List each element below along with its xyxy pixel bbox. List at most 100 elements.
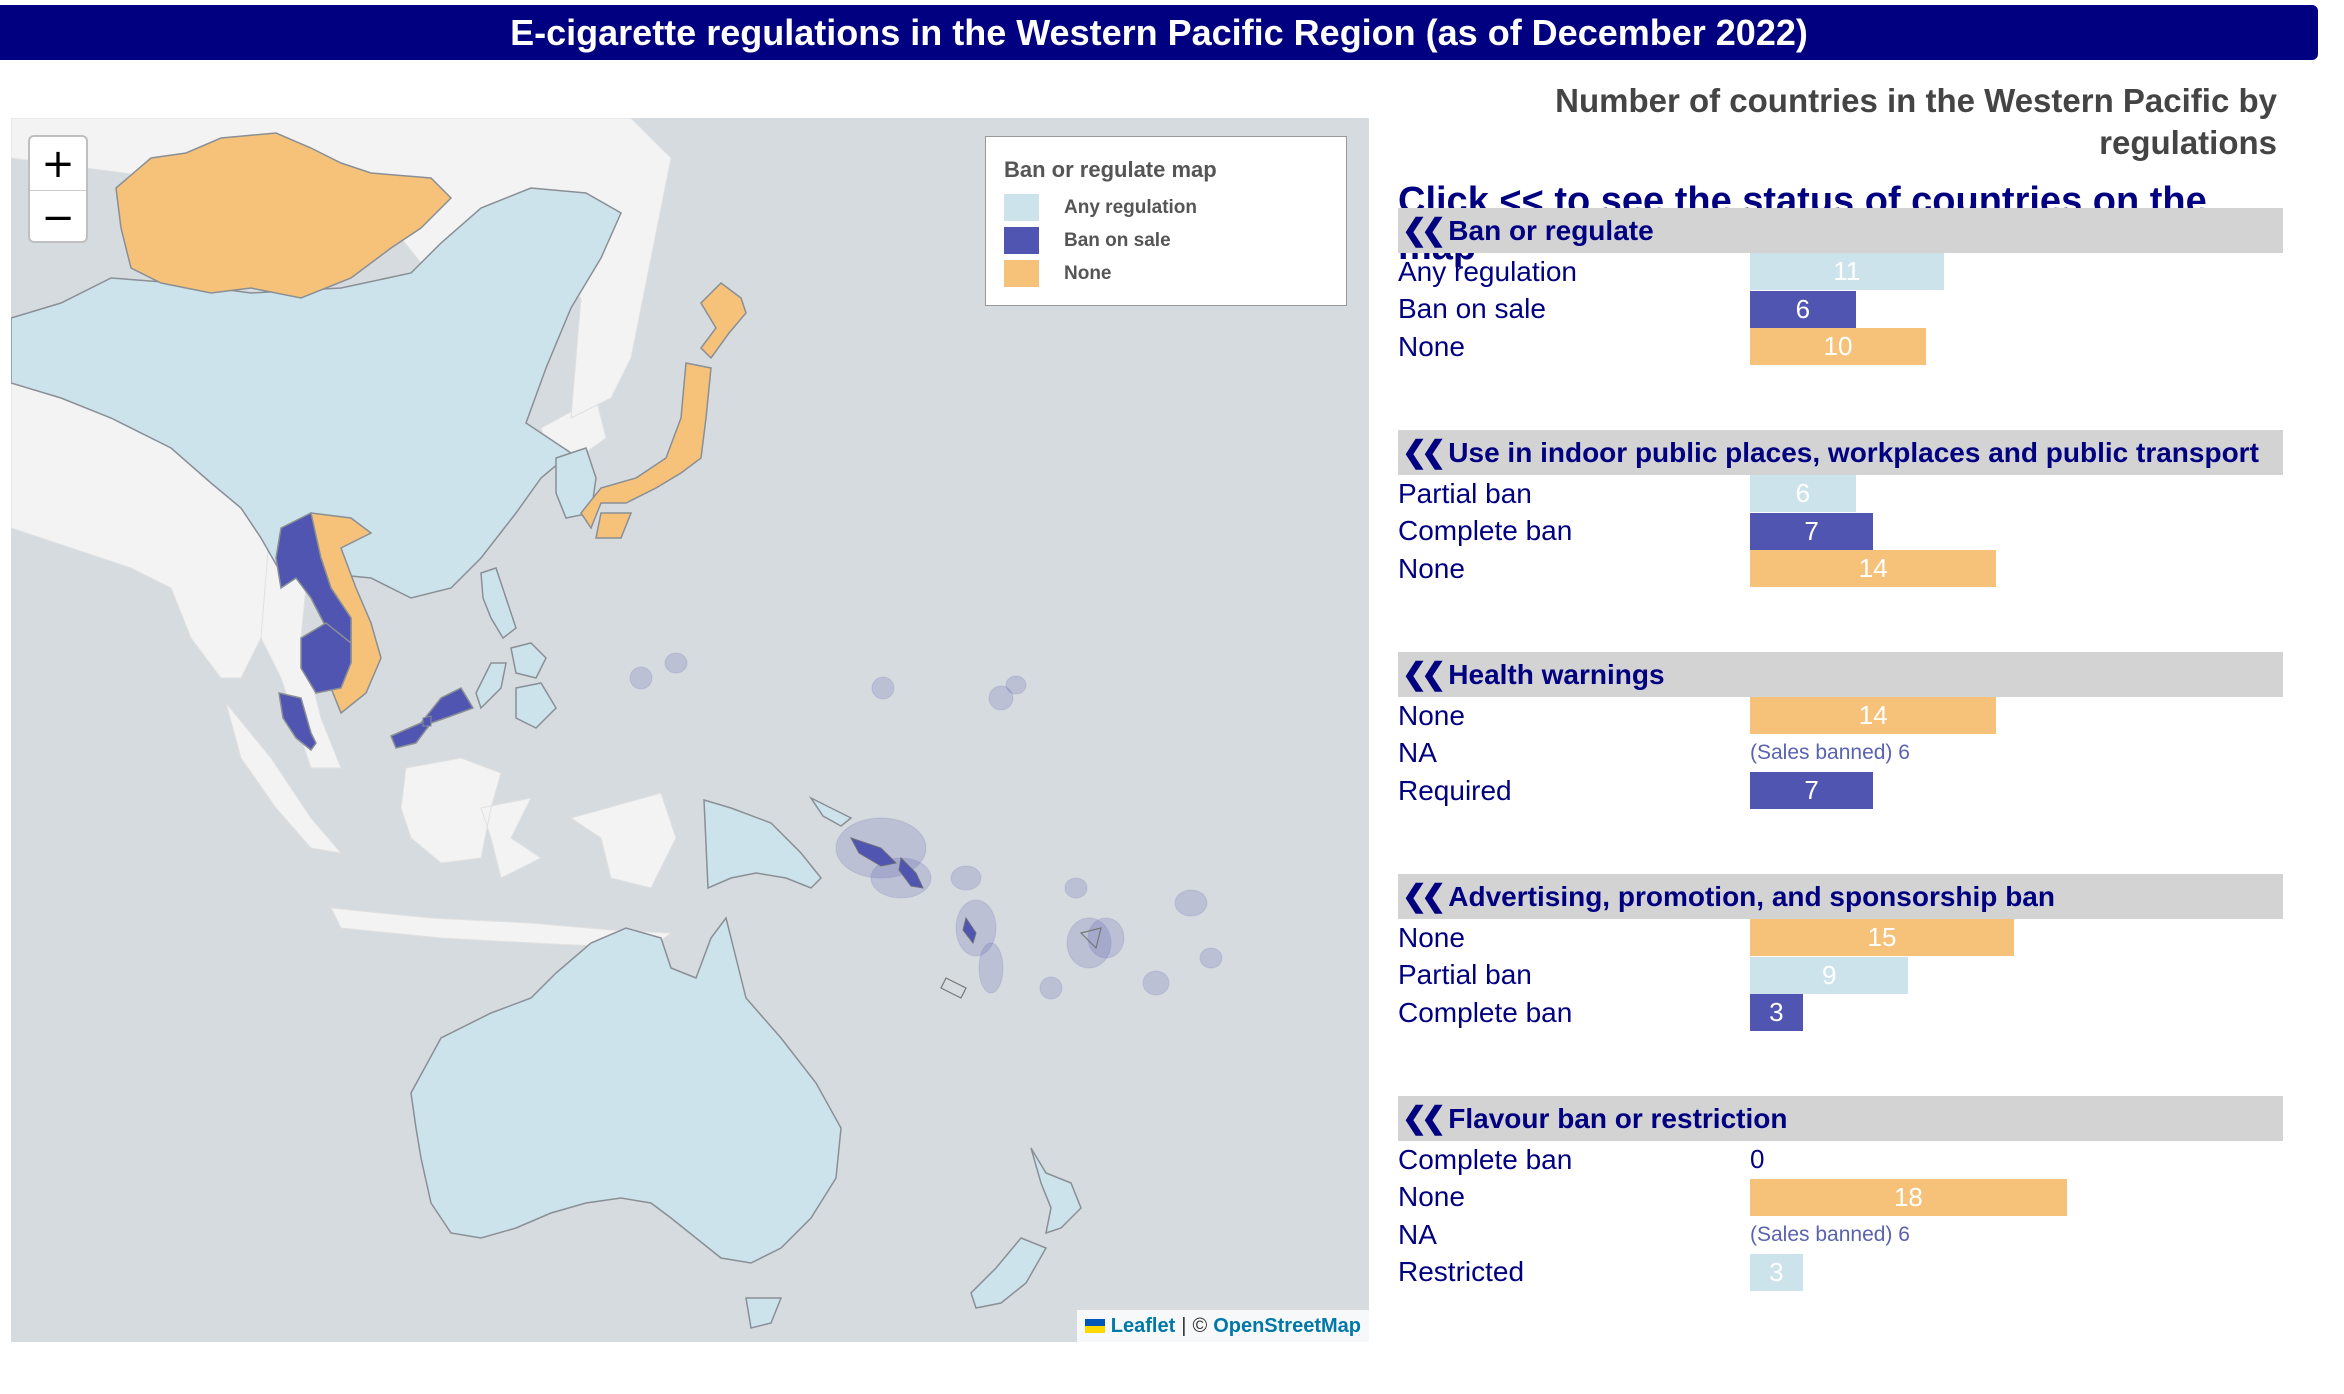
row-label: Restricted (1398, 1256, 1525, 1288)
row-bar: 15 (1750, 919, 2014, 957)
double-chevron-left-icon[interactable]: ❮❮ (1402, 1102, 1446, 1135)
zoom-control: + − (28, 135, 88, 243)
row-label: None (1398, 552, 1465, 584)
section-title: Use in indoor public places, workplaces … (1448, 436, 2259, 468)
section-header-toggle[interactable]: ❮❮ Flavour ban or restriction (1398, 1096, 2283, 1141)
country-cambodia (300, 622, 352, 694)
row-bar: 14 (1750, 550, 1997, 588)
stat-section: ❮❮ Flavour ban or restriction Complete ban… (1398, 1096, 2283, 1291)
country-papua-new-guinea (703, 796, 853, 890)
legend-label: Any regulation (1064, 196, 1198, 218)
legend-item-any-regulation: Any regulation (1004, 191, 1328, 224)
panel-subtitle: Number of countries in the Western Pacif… (1555, 82, 2277, 161)
row-bar: 6 (1750, 475, 1856, 513)
section-header-toggle[interactable]: ❮❮ Use in indoor public places, workplace… (1398, 430, 2283, 475)
section-title: Health warnings (1448, 658, 1665, 690)
row-label: None (1398, 1181, 1465, 1213)
row-bar: 7 (1750, 772, 1874, 810)
openstreetmap-link[interactable]: OpenStreetMap (1213, 1314, 1361, 1337)
solomon-islands (849, 837, 977, 945)
legend-swatch (1004, 260, 1039, 287)
vanuatu-fiji-outlines (940, 927, 1102, 999)
section-title: Flavour ban or restriction (1448, 1102, 1788, 1134)
legend-label: Ban on sale (1064, 229, 1171, 251)
stat-row: Complete ban 7 (1398, 512, 2283, 551)
ukraine-flag-icon (1084, 1319, 1105, 1333)
stat-row: Restricted 3 (1398, 1253, 2283, 1292)
row-label: NA (1398, 1218, 1437, 1250)
double-chevron-left-icon[interactable]: ❮❮ (1402, 658, 1446, 691)
stat-row: Complete ban 3 (1398, 994, 2283, 1032)
stats-panel: Number of countries in the Western Pacif… (1398, 80, 2283, 1291)
stat-section: ❮❮ Health warnings None 14 NA (Sales banned)… (1398, 652, 2283, 810)
row-value: 0 (1750, 1144, 1765, 1175)
legend-title: Ban or regulate map (1004, 157, 1217, 182)
stat-row: None 10 (1398, 328, 2283, 366)
page-title: E-cigarette regulations in the Western P… (0, 5, 2318, 60)
country-new-zealand (970, 1147, 1082, 1309)
section-header-toggle[interactable]: ❮❮ Health warnings (1398, 652, 2283, 697)
row-bar: 3 (1750, 994, 1803, 1032)
stat-section: ❮❮ Ban or regulate Any regulation 11 Ban on … (1398, 208, 2283, 366)
map-panel[interactable]: + − Ban or regulate map Any regulation B… (11, 118, 1369, 1342)
legend-label: None (1064, 262, 1112, 284)
zoom-out-button[interactable]: − (41, 194, 75, 241)
stat-row: None 18 (1398, 1178, 2283, 1217)
stat-row: Partial ban 6 (1398, 475, 2283, 513)
map-canvas[interactable] (11, 118, 1369, 1342)
row-label: Partial ban (1398, 959, 1532, 991)
stat-row: Partial ban 9 (1398, 956, 2283, 995)
section-title: Ban or regulate (1448, 214, 1654, 246)
row-label: Any regulation (1398, 255, 1578, 287)
legend-item-ban-on-sale: Ban on sale (1004, 224, 1328, 257)
row-bar: 3 (1750, 1253, 1803, 1291)
country-malaysia-borneo (390, 687, 475, 749)
row-bar: 7 (1750, 512, 1874, 550)
section-header-toggle[interactable]: ❮❮ Ban or regulate (1398, 208, 2283, 253)
row-label: None (1398, 921, 1465, 953)
country-japan (580, 282, 747, 539)
row-bar: 11 (1750, 253, 1944, 291)
legend-swatch (1004, 194, 1039, 221)
row-note: (Sales banned) 6 (1750, 741, 1910, 765)
stat-row: None 15 (1398, 919, 2283, 957)
stat-row: None 14 (1398, 697, 2283, 735)
land-indonesia (225, 702, 677, 949)
country-mongolia (115, 132, 453, 299)
leaflet-link[interactable]: Leaflet (1110, 1314, 1176, 1337)
double-chevron-left-icon[interactable]: ❮❮ (1402, 436, 1446, 469)
row-bar: 14 (1750, 697, 1997, 735)
row-label: None (1398, 699, 1465, 731)
row-label: Partial ban (1398, 477, 1532, 509)
country-australia (410, 916, 842, 1329)
stat-row: Complete ban 0 (1398, 1141, 2283, 1179)
row-bar: 9 (1750, 956, 1909, 994)
stat-section: ❮❮ Use in indoor public places, workplace… (1398, 430, 2283, 588)
stat-row: NA (Sales banned) 6 (1398, 1216, 2283, 1254)
copyright-symbol: © (1192, 1314, 1208, 1337)
row-label: Ban on sale (1398, 293, 1546, 325)
double-chevron-left-icon[interactable]: ❮❮ (1402, 214, 1446, 247)
double-chevron-left-icon[interactable]: ❮❮ (1402, 880, 1446, 913)
zoom-in-button[interactable]: + (30, 137, 86, 191)
stat-row: None 14 (1398, 550, 2283, 588)
row-bar: 10 (1750, 328, 1926, 366)
stat-row: Ban on sale 6 (1398, 290, 2283, 329)
legend-item-none: None (1004, 257, 1328, 290)
section-header-toggle[interactable]: ❮❮ Advertising, promotion, and sponsorshi… (1398, 874, 2283, 919)
row-label: Complete ban (1398, 996, 1573, 1028)
row-label: Complete ban (1398, 515, 1573, 547)
row-label: NA (1398, 737, 1437, 769)
attribution-separator: | (1181, 1314, 1187, 1337)
map-legend: Ban or regulate map Any regulation Ban o… (985, 136, 1347, 306)
stat-row: NA (Sales banned) 6 (1398, 735, 2283, 773)
row-label: Required (1398, 774, 1512, 806)
row-note: (Sales banned) 6 (1750, 1222, 1910, 1246)
country-philippines (475, 567, 557, 729)
map-attribution: Leaflet | © OpenStreetMap (1076, 1310, 1369, 1342)
country-malaysia-peninsula (278, 692, 317, 752)
row-label: None (1398, 330, 1465, 362)
row-bar: 18 (1750, 1178, 2067, 1216)
country-brunei (422, 715, 432, 727)
stat-section: ❮❮ Advertising, promotion, and sponsorshi… (1398, 874, 2283, 1032)
